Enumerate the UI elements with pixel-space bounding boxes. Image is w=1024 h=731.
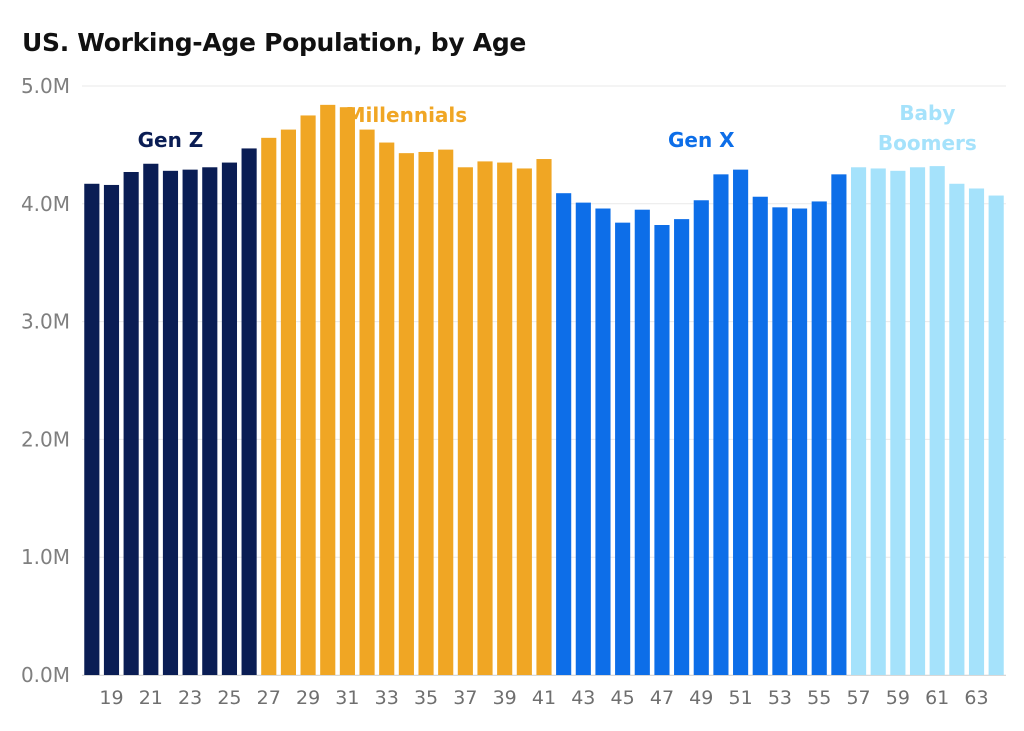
bar-age-33 xyxy=(379,142,395,675)
bar-age-64 xyxy=(988,195,1004,675)
group-label: Gen Z xyxy=(138,128,204,152)
bar-age-34 xyxy=(398,153,414,675)
x-tick-label: 29 xyxy=(296,687,320,709)
bar-age-41 xyxy=(536,159,552,675)
x-tick-label: 41 xyxy=(532,687,556,709)
x-tick-label: 51 xyxy=(729,687,753,709)
x-tick-label: 47 xyxy=(650,687,674,709)
x-tick-label: 35 xyxy=(414,687,438,709)
bar-age-52 xyxy=(752,196,768,675)
bar-age-25 xyxy=(221,162,238,675)
bar-age-18 xyxy=(84,183,100,676)
bar-age-38 xyxy=(477,161,493,676)
x-tick-label: 31 xyxy=(335,687,359,709)
generation-labels: Gen Z Millennials Gen X Baby Boomers xyxy=(138,101,977,155)
bar-age-30 xyxy=(320,104,336,675)
bar-age-31 xyxy=(339,107,355,676)
bar-age-55 xyxy=(811,201,827,675)
x-tick-label: 39 xyxy=(493,687,517,709)
bar-age-43 xyxy=(575,202,591,675)
x-tick-label: 27 xyxy=(257,687,281,709)
bar-age-23 xyxy=(182,169,198,675)
y-tick-label: 0.0M xyxy=(21,663,70,687)
bar-age-29 xyxy=(300,115,316,675)
bar-age-40 xyxy=(516,168,532,675)
bar-age-54 xyxy=(792,208,808,675)
bar-age-48 xyxy=(674,219,690,675)
x-tick-label: 53 xyxy=(768,687,792,709)
y-tick-label: 2.0M xyxy=(21,427,70,451)
x-tick-label: 63 xyxy=(964,687,988,709)
y-tick-label: 4.0M xyxy=(21,192,70,216)
y-tick-label: 5.0M xyxy=(21,74,70,98)
bar-age-46 xyxy=(634,209,650,675)
x-tick-label: 33 xyxy=(375,687,399,709)
y-tick-label: 1.0M xyxy=(21,545,70,569)
bar-age-28 xyxy=(280,129,296,675)
bar-age-26 xyxy=(241,148,257,675)
bar-age-57 xyxy=(850,167,867,676)
bar-age-27 xyxy=(261,137,277,675)
bar-age-42 xyxy=(556,193,572,675)
y-tick-label: 3.0M xyxy=(21,310,70,334)
bar-age-47 xyxy=(654,225,670,675)
group-label: Millennials xyxy=(346,103,468,127)
bars xyxy=(84,104,1004,676)
bar-age-19 xyxy=(103,184,120,675)
bar-age-63 xyxy=(968,188,985,675)
bar-age-36 xyxy=(438,149,454,675)
x-tick-label: 49 xyxy=(689,687,713,709)
group-label: Gen X xyxy=(668,128,735,152)
bar-age-32 xyxy=(359,129,375,675)
bar-age-20 xyxy=(123,171,139,675)
x-tick-label: 25 xyxy=(217,687,241,709)
bar-age-49 xyxy=(693,200,709,676)
bar-age-24 xyxy=(202,167,218,676)
bar-age-37 xyxy=(457,167,473,676)
x-tick-label: 61 xyxy=(925,687,949,709)
chart-title: US. Working-Age Population, by Age xyxy=(22,28,527,57)
x-tick-label: 43 xyxy=(571,687,595,709)
x-tick-label: 21 xyxy=(139,687,163,709)
bar-age-60 xyxy=(909,167,926,676)
bar-age-58 xyxy=(870,168,886,675)
bar-age-62 xyxy=(949,183,965,676)
bar-age-53 xyxy=(772,207,788,676)
bar-age-35 xyxy=(418,151,434,675)
x-tick-label: 45 xyxy=(611,687,635,709)
bar-age-39 xyxy=(497,162,513,675)
bar-age-44 xyxy=(595,208,611,675)
bar-age-59 xyxy=(890,170,906,676)
x-tick-label: 19 xyxy=(99,687,123,709)
bar-age-51 xyxy=(733,169,749,675)
bar-age-61 xyxy=(929,166,945,675)
x-axis-ticks: 19 21 23 25 27 29 31 33 35 37 39 41 43 45 47 49 51 53 55 57… xyxy=(99,687,988,709)
bar-age-56 xyxy=(831,174,847,675)
bar-age-21 xyxy=(143,163,159,676)
x-tick-label: 55 xyxy=(807,687,831,709)
bar-age-45 xyxy=(615,222,631,675)
group-label: Baby Boomers xyxy=(878,101,977,155)
y-axis-ticks: 0.0M 1.0M 2.0M 3.0M 4.0M 5.0M xyxy=(21,74,70,687)
x-tick-label: 23 xyxy=(178,687,202,709)
x-tick-label: 59 xyxy=(886,687,910,709)
x-tick-label: 37 xyxy=(453,687,477,709)
bar-age-50 xyxy=(713,174,729,675)
bar-age-22 xyxy=(162,170,179,676)
x-tick-label: 57 xyxy=(846,687,870,709)
